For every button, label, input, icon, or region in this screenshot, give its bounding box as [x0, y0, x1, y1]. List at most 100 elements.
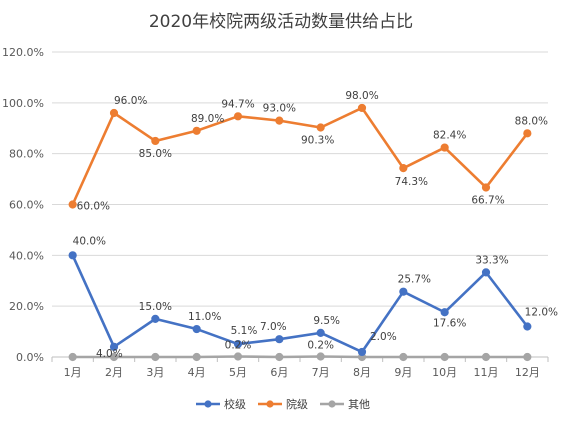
x-tick-label: 10月 [432, 366, 457, 379]
gridlines [52, 51, 548, 307]
x-tick-label: 11月 [474, 366, 499, 379]
data-point [357, 103, 367, 113]
data-point [192, 352, 201, 362]
data-point [316, 123, 325, 132]
data-point [481, 268, 491, 277]
data-label: 74.3% [395, 176, 428, 188]
data-point [399, 164, 408, 173]
x-tick-label: 3月 [146, 366, 164, 379]
legend-marker [328, 400, 336, 408]
data-point [109, 342, 119, 351]
data-label: 4.0% [96, 348, 123, 360]
y-tick-label: 120.0% [2, 46, 44, 59]
data-point [151, 352, 160, 362]
y-tick-label: 20.0% [9, 300, 44, 313]
y-tick-label: 0.0% [16, 351, 44, 364]
data-point [523, 322, 532, 331]
data-label: 33.3% [475, 254, 508, 266]
legend-label: 校级 [224, 397, 246, 411]
data-point [68, 251, 77, 260]
y-tick-label: 40.0% [9, 249, 44, 262]
data-label: 40.0% [73, 235, 106, 247]
legend-marker [266, 400, 274, 408]
data-point [233, 339, 243, 349]
data-point [109, 108, 119, 118]
data-label: 25.7% [398, 274, 431, 286]
data-label: 82.4% [433, 130, 466, 142]
legend-item: 校级 [196, 397, 246, 411]
legend-label: 院级 [286, 397, 308, 411]
legend-marker [204, 400, 212, 408]
data-point [275, 335, 284, 344]
x-tick-label: 12月 [515, 366, 540, 379]
y-tick-label: 100.0% [2, 97, 44, 110]
x-tick-label: 9月 [394, 366, 412, 379]
data-label: 9.5% [313, 315, 340, 327]
data-label: 88.0% [515, 115, 548, 127]
x-tick-label: 6月 [270, 366, 288, 379]
x-tick-label: 7月 [312, 366, 330, 379]
series-lines [68, 103, 532, 362]
data-label: 93.0% [263, 103, 296, 115]
data-labels: 40.0% 4.0% 15.0% 11.0% 5.1% 7.0% 9.5% 2.0% 25.7%… [73, 90, 558, 360]
series-line-school [71, 254, 529, 354]
data-point [192, 324, 201, 334]
data-point [440, 352, 449, 362]
x-tick-label: 5月 [229, 366, 247, 379]
data-label: 60.0% [77, 201, 110, 213]
legend-item: 院级 [258, 397, 308, 411]
data-label: 7.0% [260, 321, 287, 333]
series-line-other [71, 355, 529, 359]
data-point [68, 352, 77, 362]
data-label: 2.0% [370, 331, 397, 343]
data-point [275, 352, 284, 362]
x-tick-label: 2月 [105, 366, 123, 379]
legend: 校级 院级 其他 [196, 397, 370, 411]
data-point [440, 308, 449, 317]
data-label: 90.3% [301, 134, 334, 146]
axes: 0.0% 20.0% 40.0% 60.0% 80.0% 100.0% 120.0% 1月 2月… [2, 46, 549, 379]
data-label: 96.0% [114, 95, 147, 107]
data-point [357, 347, 367, 357]
data-point [399, 287, 408, 296]
data-point [275, 116, 284, 125]
data-point [523, 129, 532, 138]
data-label: 98.0% [345, 90, 378, 102]
y-tick-label: 60.0% [9, 199, 44, 212]
data-point [481, 183, 491, 192]
legend-item: 其他 [320, 398, 370, 411]
x-tick-label: 4月 [188, 366, 206, 379]
data-label: 0.2% [307, 339, 334, 351]
data-point [68, 200, 77, 209]
data-label: 12.0% [525, 307, 558, 319]
data-point [151, 136, 160, 146]
data-label: 85.0% [139, 148, 172, 160]
data-label: 11.0% [188, 311, 221, 323]
data-point [316, 352, 325, 361]
x-tick-label: 8月 [353, 366, 371, 379]
data-point [192, 126, 201, 135]
data-label: 5.1% [231, 325, 258, 337]
x-tick-label: 1月 [64, 366, 82, 379]
data-point [481, 352, 491, 362]
data-label: 15.0% [139, 301, 172, 313]
data-point [233, 352, 243, 361]
data-point [233, 112, 243, 121]
data-point [399, 352, 408, 362]
legend-label: 其他 [348, 398, 370, 411]
data-label: 94.7% [221, 98, 254, 110]
data-point [109, 352, 119, 362]
data-point [440, 143, 449, 152]
data-label: 89.0% [191, 113, 224, 125]
data-point [316, 328, 325, 337]
data-point [523, 352, 532, 362]
data-label: 17.6% [433, 317, 466, 329]
data-label: 66.7% [471, 194, 504, 206]
data-label: 0.2% [225, 339, 252, 351]
series-line-college [71, 106, 529, 206]
chart-title: 2020年校院两级活动数量供给占比 [149, 12, 413, 32]
y-tick-label: 80.0% [9, 148, 44, 161]
data-point [151, 314, 160, 323]
